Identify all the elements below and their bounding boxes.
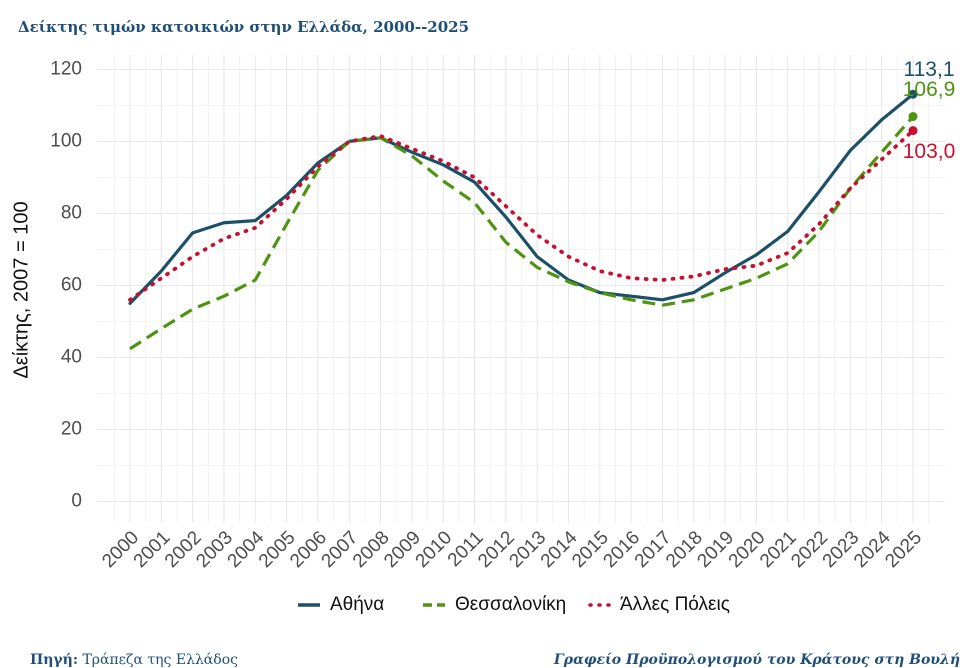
legend-label: Άλλες Πόλεις	[620, 594, 730, 615]
source-text: Πηγή: Τράπεζα της Ελλάδος	[30, 652, 238, 668]
credit: Γραφείο Προϋπολογισμού του Κράτους στη Β…	[553, 651, 960, 668]
value-label: 113,1	[904, 58, 955, 81]
legend: Αθήνα Θεσσαλονίκη Άλλες Πόλεις	[298, 594, 730, 615]
y-tick-label: 40	[61, 346, 82, 367]
y-tick-label: 80	[61, 202, 82, 223]
grid	[97, 55, 945, 523]
chart-title: Δείκτης τιμών κατοικιών στην Ελλάδα, 200…	[18, 18, 469, 36]
end-point	[908, 112, 918, 122]
y-tick-label: 60	[61, 274, 82, 295]
y-tick-label: 20	[61, 418, 82, 439]
y-tick-label: 0	[71, 490, 82, 511]
source-name: Τράπεζα της Ελλάδος	[82, 652, 238, 668]
series-line	[129, 115, 915, 351]
series-line	[128, 128, 915, 302]
source: Πηγή: Τράπεζα της Ελλάδος	[30, 652, 238, 668]
legend-label: Θεσσαλονίκη	[455, 594, 566, 615]
series-line	[128, 92, 915, 305]
legend-label: Αθήνα	[330, 594, 384, 615]
x-tick-label: 2025	[881, 527, 926, 572]
source-label: Πηγή:	[30, 652, 78, 668]
y-tick-label: 120	[50, 58, 82, 79]
value-label: 103,0	[903, 140, 956, 163]
end-point	[908, 89, 918, 99]
end-point	[908, 126, 918, 136]
y-axis-label: Δείκτης, 2007 = 100	[10, 201, 32, 378]
value-label: 106,9	[903, 78, 956, 101]
y-tick-label: 100	[50, 130, 82, 151]
